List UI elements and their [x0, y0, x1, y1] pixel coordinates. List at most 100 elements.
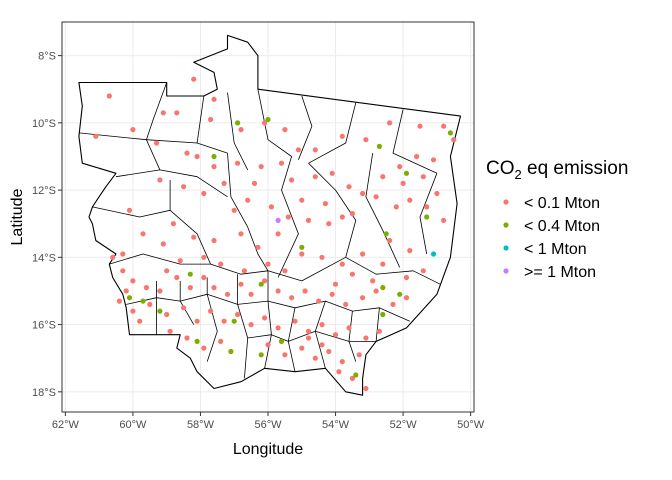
legend: CO2 eq emission < 0.1 Mton < 0.4 Mton < 1 …	[486, 158, 628, 281]
point-series0-31	[329, 170, 335, 176]
point-series0-32	[346, 184, 352, 190]
point-series0-40	[157, 177, 163, 183]
point-series0-99	[262, 315, 268, 321]
point-series1-9	[258, 281, 264, 287]
point-series0-143	[339, 214, 345, 220]
municipality-boundary-25	[264, 270, 272, 369]
point-series1-14	[194, 338, 200, 344]
point-series0-44	[245, 197, 251, 203]
point-series0-105	[346, 325, 352, 331]
point-series0-0	[106, 93, 112, 99]
point-series1-2	[211, 153, 217, 160]
point-series0-142	[322, 201, 328, 207]
point-series0-82	[316, 298, 322, 304]
legend-label-2: < 1 Mton	[524, 241, 587, 258]
point-series0-55	[211, 237, 217, 244]
municipality-boundary-29	[375, 307, 380, 342]
point-series0-5	[211, 96, 217, 102]
legend-title-subscript: 2	[515, 167, 522, 182]
point-series0-91	[147, 301, 153, 307]
point-series0-130	[265, 261, 271, 267]
point-series0-110	[201, 345, 207, 351]
point-series1-15	[231, 318, 237, 324]
legend-items: < 0.1 Mton < 0.4 Mton < 1 Mton >= 1 Mton	[503, 195, 600, 281]
point-series0-79	[275, 288, 281, 294]
y-tick-label-5: 18°S	[32, 387, 56, 399]
point-series0-113	[282, 352, 288, 358]
point-series0-106	[363, 335, 369, 341]
point-series0-58	[275, 231, 281, 237]
point-series1-3	[376, 143, 382, 149]
x-tick-label-2: 58°W	[187, 419, 215, 431]
point-series0-23	[397, 164, 403, 170]
point-series3-0	[275, 217, 281, 223]
y-tick-label-4: 16°S	[32, 320, 56, 332]
point-series0-42	[201, 190, 207, 197]
point-series0-25	[430, 157, 437, 163]
legend-key-2	[503, 245, 509, 251]
point-series0-9	[184, 150, 190, 156]
point-series1-4	[447, 130, 453, 136]
point-series1-20	[380, 311, 386, 318]
legend-label-1: < 0.4 Mton	[524, 218, 600, 235]
legend-key-3	[503, 268, 509, 274]
point-series0-71	[174, 274, 180, 281]
point-series0-60	[319, 254, 325, 260]
point-series0-68	[130, 278, 136, 284]
legend-label-3: >= 1 Mton	[524, 264, 596, 281]
point-series0-41	[181, 184, 187, 190]
point-series0-14	[282, 127, 288, 133]
municipality-boundary-1	[78, 132, 161, 178]
point-series0-12	[238, 127, 244, 133]
x-tick-label-1: 60°W	[119, 419, 147, 431]
municipality-boundary-2	[146, 82, 168, 140]
point-series0-124	[332, 281, 339, 287]
point-series0-97	[235, 311, 241, 318]
point-series0-94	[194, 318, 200, 324]
point-series0-11	[211, 164, 217, 170]
point-series0-95	[208, 308, 214, 314]
point-series0-52	[160, 241, 166, 247]
point-series1-19	[353, 372, 359, 378]
point-series0-85	[360, 295, 366, 301]
y-tick-label-3: 14°S	[32, 252, 56, 264]
point-series0-62	[360, 251, 366, 257]
point-series0-73	[201, 274, 207, 281]
point-series0-140	[251, 180, 258, 186]
point-series0-66	[110, 254, 116, 260]
point-series0-2	[130, 127, 136, 133]
point-series1-17	[258, 352, 264, 358]
point-series0-122	[349, 375, 355, 381]
point-series0-74	[211, 285, 217, 291]
point-series0-133	[201, 254, 207, 260]
x-tick-label-6: 50°W	[457, 419, 485, 431]
point-series0-75	[224, 291, 231, 297]
y-axis-title: Latitude	[9, 188, 26, 245]
point-series0-84	[343, 301, 349, 307]
point-series0-67	[120, 268, 126, 274]
point-series0-54	[191, 234, 197, 240]
point-series1-22	[380, 285, 386, 291]
point-series0-112	[265, 342, 271, 348]
point-series0-59	[299, 251, 305, 257]
point-series0-72	[187, 285, 193, 291]
point-series0-93	[181, 305, 187, 311]
point-series0-18	[363, 137, 369, 143]
point-series0-119	[305, 335, 312, 341]
point-series0-138	[120, 251, 126, 257]
point-series1-13	[157, 308, 163, 314]
point-series0-77	[248, 291, 254, 297]
point-series0-104	[332, 332, 339, 338]
point-series0-103	[319, 322, 325, 328]
point-series1-6	[424, 214, 430, 220]
emission-points	[93, 76, 457, 392]
point-series0-139	[231, 207, 237, 213]
x-tick-label-0: 62°W	[52, 419, 80, 431]
point-series0-27	[258, 164, 264, 170]
municipality-boundary-7	[298, 95, 313, 160]
point-series1-16	[228, 348, 234, 355]
point-series0-64	[407, 248, 413, 254]
point-series0-144	[380, 174, 386, 180]
point-series0-118	[356, 352, 362, 358]
